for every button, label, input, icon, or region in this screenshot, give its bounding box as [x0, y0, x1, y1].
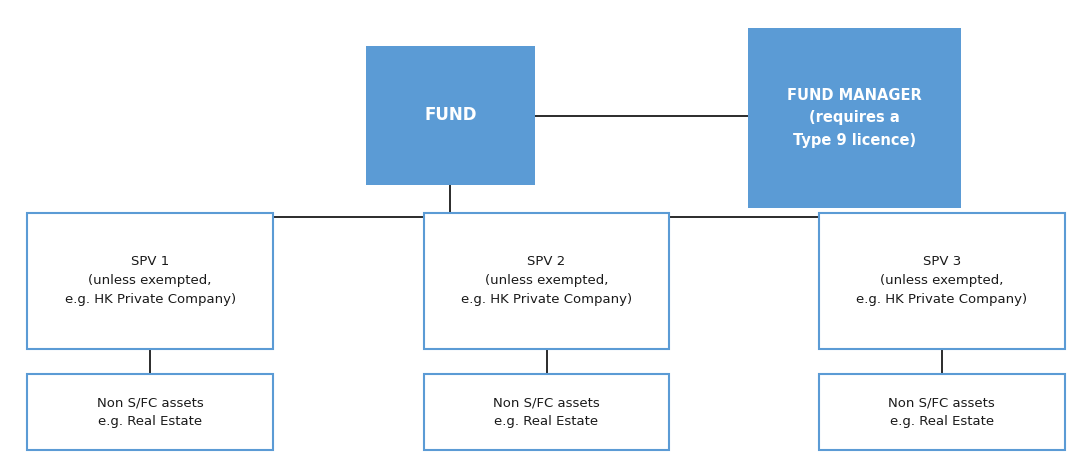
- FancyBboxPatch shape: [424, 374, 669, 450]
- FancyBboxPatch shape: [366, 46, 535, 185]
- FancyBboxPatch shape: [424, 213, 669, 349]
- Text: Non S/FC assets
e.g. Real Estate: Non S/FC assets e.g. Real Estate: [97, 396, 203, 428]
- FancyBboxPatch shape: [819, 213, 1065, 349]
- Text: Non S/FC assets
e.g. Real Estate: Non S/FC assets e.g. Real Estate: [889, 396, 995, 428]
- FancyBboxPatch shape: [819, 374, 1065, 450]
- Text: SPV 2
(unless exempted,
e.g. HK Private Company): SPV 2 (unless exempted, e.g. HK Private …: [461, 255, 632, 306]
- FancyBboxPatch shape: [748, 28, 961, 208]
- Text: FUND MANAGER
(requires a
Type 9 licence): FUND MANAGER (requires a Type 9 licence): [787, 88, 922, 147]
- Text: SPV 1
(unless exempted,
e.g. HK Private Company): SPV 1 (unless exempted, e.g. HK Private …: [64, 255, 236, 306]
- Text: SPV 3
(unless exempted,
e.g. HK Private Company): SPV 3 (unless exempted, e.g. HK Private …: [856, 255, 1028, 306]
- FancyBboxPatch shape: [27, 374, 273, 450]
- FancyBboxPatch shape: [27, 213, 273, 349]
- Text: FUND: FUND: [424, 107, 477, 124]
- Text: Non S/FC assets
e.g. Real Estate: Non S/FC assets e.g. Real Estate: [494, 396, 600, 428]
